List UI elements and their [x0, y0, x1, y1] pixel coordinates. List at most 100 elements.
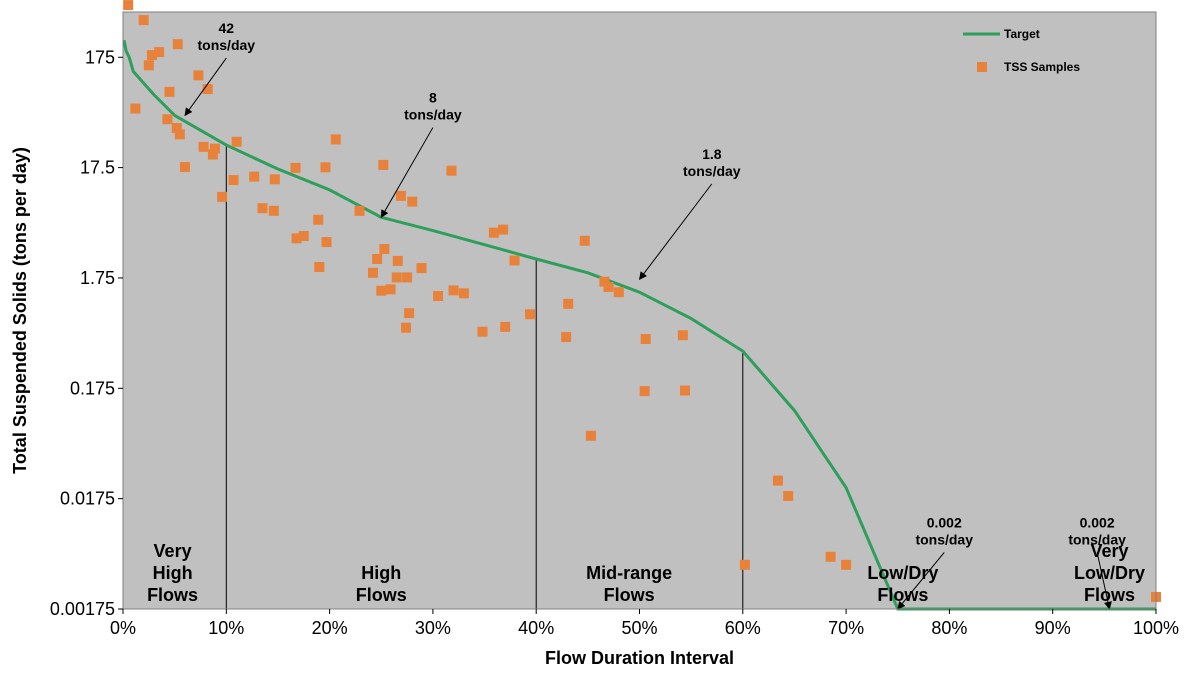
annotation-line: tons/day [198, 37, 256, 53]
tss-sample-point [640, 333, 651, 344]
annotation-label-4: 0.002 tons/day [1068, 514, 1126, 547]
tss-sample-point [198, 141, 209, 152]
tss-sample-point [162, 114, 173, 125]
tss-sample-point [395, 190, 406, 201]
tss-sample-point [739, 559, 750, 570]
x-tick-label: 100% [1133, 618, 1179, 638]
x-tick-label: 60% [725, 618, 761, 638]
tss-sample-point [313, 214, 324, 225]
target-series [122, 39, 1156, 611]
tss-sample-point [509, 255, 520, 266]
tss-sample-point [448, 285, 459, 296]
tss-sample-point [172, 39, 183, 50]
zone-label-1: High Flows [356, 563, 407, 605]
tss-sample-point [401, 322, 412, 333]
tss-sample-point [314, 261, 325, 272]
x-tick-label: 0% [110, 618, 136, 638]
tss-sample-point [291, 233, 302, 244]
tss-sample-point [269, 174, 280, 185]
annotation-line: tons/day [1068, 531, 1126, 547]
tss-sample-point [385, 284, 396, 295]
tss-sample-point [257, 203, 268, 214]
y-tick-label: 1.75 [80, 268, 115, 288]
y-tick-label: 17.5 [80, 158, 115, 178]
tss-sample-point [321, 237, 332, 248]
tss-sample-point [290, 162, 301, 173]
tss-sample-point [354, 205, 365, 216]
zone-label-line: High [361, 563, 401, 583]
tss-sample-point [433, 291, 444, 302]
x-tick-label: 70% [828, 618, 864, 638]
tss-sample-point [500, 321, 511, 332]
y-axis-title: Total Suspended Solids (tons per day) [10, 147, 30, 474]
zone-label-2: Mid-range Flows [586, 563, 672, 605]
zone-label-line: Flows [877, 585, 928, 605]
tss-sample-point [298, 231, 309, 242]
legend: Target TSS Samples [963, 27, 1080, 74]
zone-label-line: Mid-range [586, 563, 672, 583]
tss-sample-point [599, 276, 610, 287]
zone-label-line: Flows [147, 585, 198, 605]
tss-sample-point [477, 326, 488, 337]
annotation-line: tons/day [404, 107, 462, 123]
annotation-arrow-4 [1096, 552, 1112, 610]
zone-label-line: Flows [1084, 585, 1135, 605]
annotation-label-2: 1.8 tons/day [683, 146, 741, 179]
tss-sample-point [209, 143, 220, 154]
tss-sample-point [207, 149, 218, 160]
tss-sample-point [391, 272, 402, 283]
tss-sample-point [202, 84, 213, 95]
tss-sample-point [143, 60, 154, 71]
tss-sample-point [613, 287, 624, 298]
tss-sample-point [320, 162, 331, 173]
zone-label-4: Very Low/Dry Flows [1074, 541, 1145, 605]
tss-sample-point [164, 86, 175, 97]
annotation-line: 0.002 [927, 514, 962, 530]
tss-sample-point [402, 272, 413, 283]
x-tick-label: 30% [415, 618, 451, 638]
tss-sample-point [639, 386, 650, 397]
tss-sample-point [603, 281, 614, 292]
tss-sample-point [268, 205, 279, 216]
tss-sample-point [488, 227, 499, 238]
tss-sample-point [123, 0, 134, 11]
zone-label-line: Flows [356, 585, 407, 605]
tss-sample-point [179, 162, 190, 173]
tss-sample-point [525, 309, 536, 320]
y-tick-label: 0.00175 [50, 599, 115, 619]
zone-label-line: Low/Dry [867, 563, 938, 583]
annotation-line: 42 [219, 20, 235, 36]
annotation-arrow-0 [184, 57, 227, 117]
legend-tss-swatch [977, 62, 987, 72]
x-tick-label: 50% [621, 618, 657, 638]
target-line [122, 39, 1156, 611]
tss-sample-point [330, 134, 341, 145]
tss-sample-point [772, 475, 783, 486]
tss-sample-point [249, 171, 260, 182]
y-axis: 0.00175 0.0175 0.175 1.75 17.5 175 [50, 47, 123, 619]
tss-samples-series [123, 0, 1161, 602]
plot-area [123, 12, 1156, 609]
tss-sample-point [677, 330, 688, 341]
tss-sample-point [138, 15, 149, 26]
tss-sample-point [458, 288, 469, 299]
tss-sample-point [679, 385, 690, 396]
tss-sample-point [193, 70, 204, 81]
tss-sample-point [416, 263, 427, 274]
tss-sample-point [174, 129, 185, 140]
zone-label-line: Very [1090, 541, 1128, 561]
tss-sample-point [228, 175, 239, 186]
tss-sample-point [783, 490, 794, 501]
tss-sample-point [579, 235, 590, 246]
legend-tss-label: TSS Samples [1004, 60, 1080, 74]
zone-label-line: Low/Dry [1074, 563, 1145, 583]
annotation-label-3: 0.002 tons/day [915, 514, 973, 547]
annotation-arrow-1 [380, 127, 434, 219]
tss-sample-point [231, 136, 242, 147]
tss-sample-point [585, 430, 596, 441]
tss-sample-point [561, 332, 572, 343]
annotation-arrow-2 [639, 183, 713, 280]
